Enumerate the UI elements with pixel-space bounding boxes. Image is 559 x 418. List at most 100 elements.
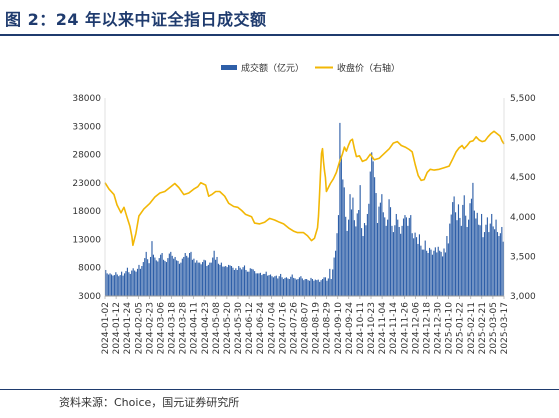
- volume-bar: [118, 276, 120, 296]
- volume-bar: [165, 262, 168, 296]
- y-right-tick-label: 5,500: [510, 94, 536, 104]
- volume-bar: [232, 267, 234, 296]
- volume-bar: [284, 277, 286, 296]
- volume-bar: [171, 255, 173, 296]
- volume-bar: [434, 247, 436, 296]
- volume-bar: [453, 196, 455, 296]
- volume-bar: [332, 269, 334, 296]
- volume-bar: [210, 262, 212, 296]
- volume-bar: [215, 259, 217, 296]
- volume-bar: [398, 226, 400, 296]
- volume-bar: [463, 195, 465, 296]
- volume-bar: [322, 279, 324, 296]
- volume-bars: [105, 122, 504, 296]
- volume-bar: [109, 273, 111, 296]
- y-left-tick-label: 8000: [78, 264, 101, 274]
- volume-bar: [426, 250, 428, 296]
- volume-bar: [317, 279, 319, 296]
- x-tick-label: 2024-10-11: [356, 302, 366, 354]
- volume-bar: [428, 247, 431, 296]
- x-axis: 2024-01-02 2024-01-12 2024-01-24 2024-02-05…: [101, 296, 510, 354]
- volume-bar: [350, 209, 353, 296]
- x-tick-label: 2024-05-20: [223, 302, 233, 355]
- volume-bar: [402, 218, 405, 296]
- volume-bar: [228, 264, 230, 296]
- volume-bar: [203, 259, 205, 296]
- y-left-tick-label: 33000: [72, 122, 101, 132]
- volume-bar: [288, 279, 290, 296]
- chart: 成交额（亿元） 收盘价（右轴） 3000 8000 13000 18000 23000 2…: [72, 62, 536, 354]
- x-tick-label: 2024-01-24: [123, 302, 133, 355]
- volume-bar: [408, 217, 410, 296]
- volume-bar: [404, 215, 406, 296]
- source-rule: [0, 389, 559, 390]
- volume-bar: [324, 277, 327, 296]
- volume-bar: [217, 263, 220, 296]
- volume-bar: [282, 279, 285, 296]
- volume-bar: [421, 249, 423, 296]
- volume-bar: [121, 271, 123, 296]
- volume-bar: [311, 279, 314, 296]
- volume-bar: [261, 275, 263, 296]
- figure-title: 图 2：24 年以来中证全指日成交额: [5, 10, 267, 29]
- volume-bar: [442, 256, 444, 296]
- volume-bar: [113, 275, 115, 296]
- x-tick-label: 2025-02-11: [467, 302, 477, 354]
- volume-bar: [189, 253, 191, 296]
- volume-bar: [249, 268, 251, 296]
- volume-bar: [207, 264, 209, 296]
- volume-bar: [307, 280, 309, 296]
- volume-bar: [382, 212, 384, 296]
- volume-bar: [161, 253, 163, 296]
- volume-bar: [433, 250, 435, 296]
- y-right-tick-label: 4,500: [510, 173, 536, 183]
- volume-bar: [316, 280, 318, 296]
- volume-bar: [327, 278, 329, 296]
- volume-bar: [194, 262, 196, 296]
- volume-bar: [246, 271, 248, 296]
- volume-bar: [358, 210, 360, 296]
- volume-bar: [499, 233, 501, 296]
- volume-bar: [417, 243, 419, 296]
- x-tick-label: 2024-04-23: [201, 302, 211, 354]
- volume-bar: [501, 226, 503, 296]
- volume-bar: [122, 275, 124, 296]
- volume-bar: [473, 210, 475, 296]
- volume-bar: [129, 273, 131, 296]
- volume-bar: [498, 236, 500, 296]
- volume-bar: [492, 226, 494, 296]
- volume-bar: [213, 250, 215, 296]
- volume-bar: [418, 234, 420, 296]
- volume-bar: [168, 253, 170, 296]
- volume-bar: [252, 269, 254, 296]
- volume-bar: [238, 266, 240, 296]
- volume-bar: [123, 273, 126, 296]
- volume-bar: [248, 271, 250, 296]
- volume-bar: [362, 236, 364, 296]
- volume-bar: [230, 266, 233, 296]
- volume-bar: [160, 254, 162, 296]
- volume-bar: [281, 277, 283, 296]
- volume-bar: [116, 274, 118, 296]
- volume-bar: [369, 171, 371, 296]
- y-right-tick-label: 5,000: [510, 134, 536, 144]
- volume-bar: [138, 264, 140, 296]
- x-tick-label: 2024-01-12: [112, 302, 122, 354]
- volume-bar: [472, 182, 474, 296]
- volume-bar: [389, 207, 392, 296]
- y-right-tick-label: 3,000: [510, 292, 536, 302]
- volume-bar: [277, 278, 279, 296]
- volume-bar: [196, 260, 198, 296]
- volume-bar: [264, 273, 266, 296]
- volume-bar: [271, 276, 273, 296]
- volume-bar: [136, 268, 139, 296]
- volume-bar: [197, 262, 199, 296]
- volume-bar: [229, 265, 231, 296]
- volume-bar: [379, 202, 381, 296]
- x-tick-label: 2024-07-16: [278, 302, 288, 355]
- volume-bar: [254, 271, 256, 296]
- x-tick-label: 2024-02-05: [134, 302, 144, 354]
- volume-bar: [478, 224, 480, 296]
- volume-bar: [293, 277, 295, 296]
- x-tick-label: 2024-04-11: [190, 302, 200, 354]
